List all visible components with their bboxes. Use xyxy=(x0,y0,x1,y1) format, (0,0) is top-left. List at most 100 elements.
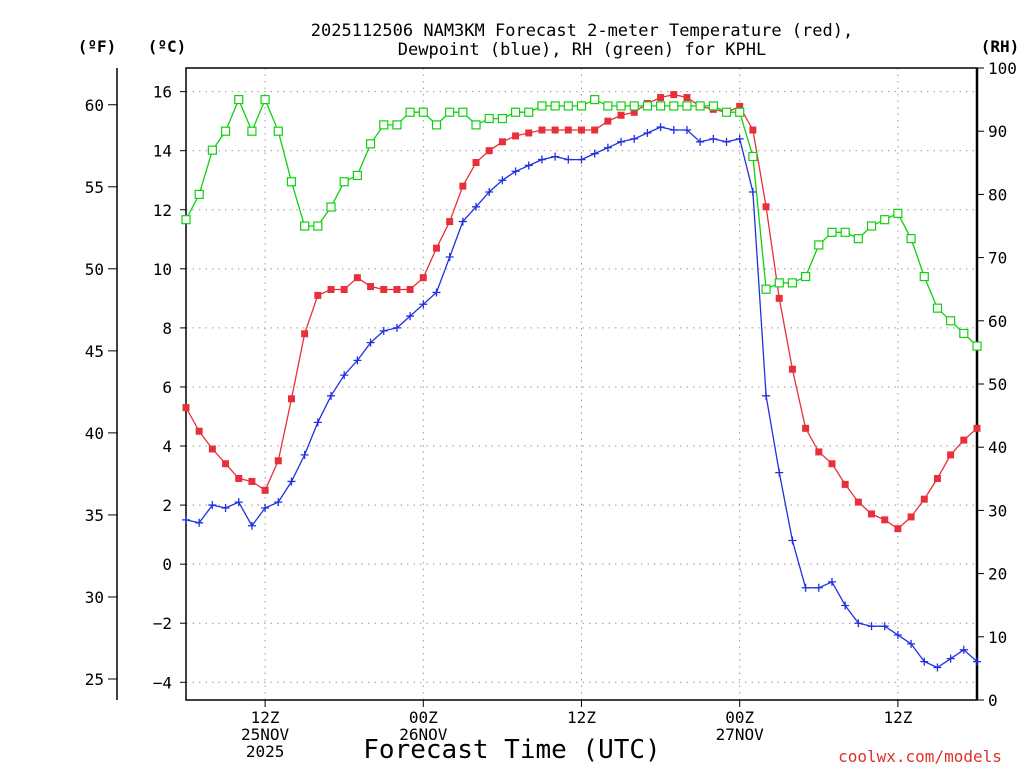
rh-point xyxy=(352,170,362,181)
2-meter-temperature-point xyxy=(406,285,414,293)
2-meter-temperature-point xyxy=(419,274,427,282)
rh-point xyxy=(932,303,943,313)
dewpoint-point xyxy=(696,137,705,146)
dewpoint-point xyxy=(485,188,494,197)
rh-tick-label: 50 xyxy=(988,375,1007,394)
dewpoint-point xyxy=(524,161,533,170)
dewpoint-point xyxy=(973,657,981,666)
2-meter-temperature-point xyxy=(775,294,783,302)
rh-tick-label: 60 xyxy=(988,312,1007,331)
celsius-tick-label: −4 xyxy=(153,673,172,692)
x-tick-label: 25NOV xyxy=(241,725,290,744)
2-meter-temperature-point xyxy=(432,244,440,252)
gridlines xyxy=(186,68,977,700)
dewpoint-point xyxy=(854,619,863,628)
rh-point xyxy=(260,94,270,105)
rh-point xyxy=(695,101,705,111)
x-axis-label: Forecast Time (UTC) xyxy=(363,735,660,765)
dewpoint-point xyxy=(551,152,560,161)
rh-point xyxy=(603,101,613,111)
2-meter-temperature-point xyxy=(564,126,572,134)
rh-point xyxy=(300,221,310,231)
2-meter-temperature-point xyxy=(947,451,955,459)
dewpoint-point xyxy=(313,418,322,427)
rh-point xyxy=(919,271,929,282)
rh-tick-label: 80 xyxy=(988,185,1007,204)
2-meter-temperature-point xyxy=(933,475,941,483)
2-meter-temperature-point xyxy=(551,126,559,134)
2-meter-temperature-point xyxy=(604,117,612,125)
dewpoint-point xyxy=(893,631,902,640)
rh-point xyxy=(524,107,534,117)
fahrenheit-unit-label: (ºF) xyxy=(78,37,117,56)
dewpoint-point xyxy=(630,134,639,143)
rh-point xyxy=(458,107,468,117)
2-meter-temperature-point xyxy=(261,486,269,494)
fahrenheit-tick-label: 35 xyxy=(85,506,104,525)
rh-point xyxy=(708,101,718,111)
dewpoint-point xyxy=(287,477,296,486)
rh-point xyxy=(220,126,231,136)
rh-point xyxy=(748,151,758,162)
series-layer xyxy=(181,91,982,672)
rh-point xyxy=(735,107,745,117)
dewpoint-point xyxy=(327,391,336,400)
dewpoint-point xyxy=(801,583,810,592)
x-tick-label: 12Z xyxy=(567,708,596,727)
x-tick-label: 12Z xyxy=(883,708,912,727)
2-meter-temperature-point xyxy=(907,513,915,521)
rh-point xyxy=(655,101,666,111)
x-tick-label: 26NOV xyxy=(399,725,448,744)
dewpoint-point xyxy=(366,338,375,347)
dewpoint-series xyxy=(182,123,981,672)
rh-point xyxy=(801,271,811,282)
rh-point xyxy=(431,120,442,130)
2-meter-temperature-point xyxy=(327,285,335,293)
rh-tick-label: 40 xyxy=(988,438,1007,457)
2-meter-temperature-point xyxy=(274,457,282,465)
2-meter-temperature-point xyxy=(472,159,480,167)
dewpoint-point xyxy=(709,134,718,143)
dewpoint-point xyxy=(261,504,270,513)
2-meter-temperature-point xyxy=(841,480,849,488)
2-meter-temperature-point xyxy=(920,495,928,503)
fahrenheit-tick-label: 60 xyxy=(85,96,104,115)
dewpoint-point xyxy=(419,300,428,309)
rh-point xyxy=(761,284,771,294)
rh-point xyxy=(537,101,547,111)
rh-point xyxy=(550,101,560,111)
celsius-tick-label: 12 xyxy=(153,201,172,220)
axes: 1614121086420−2−412Z25NOV202500Z26NOV12Z… xyxy=(85,59,1017,761)
dewpoint-point xyxy=(353,356,362,365)
rh-point xyxy=(616,101,626,111)
dewpoint-point xyxy=(788,536,797,545)
celsius-tick-label: 4 xyxy=(162,437,172,456)
2-meter-temperature-point xyxy=(788,365,796,373)
rh-point xyxy=(721,107,732,117)
dewpoint-point xyxy=(669,126,678,135)
2-meter-temperature-point xyxy=(459,182,467,190)
dewpoint-point xyxy=(221,504,230,513)
2-meter-temperature-point xyxy=(498,138,506,146)
2-meter-temperature-point xyxy=(353,274,361,282)
rh-unit-label: (RH) xyxy=(981,37,1020,56)
rh-point xyxy=(484,113,494,124)
dewpoint-point xyxy=(946,654,955,663)
celsius-tick-label: 2 xyxy=(162,496,172,515)
dewpoint-point xyxy=(603,143,612,152)
dewpoint-point xyxy=(445,253,454,262)
fahrenheit-tick-label: 50 xyxy=(85,260,104,279)
2-meter-temperature-point xyxy=(367,283,375,291)
rh-point xyxy=(827,227,837,237)
rh-point xyxy=(853,234,863,244)
fahrenheit-tick-label: 45 xyxy=(85,342,104,361)
x-tick-label: 2025 xyxy=(246,742,285,761)
2-meter-temperature-point xyxy=(301,330,309,338)
rh-point xyxy=(682,101,692,111)
2-meter-temperature-point xyxy=(868,510,876,518)
rh-point xyxy=(946,316,956,326)
2-meter-temperature-point xyxy=(235,475,243,483)
dewpoint-point xyxy=(498,176,507,185)
2-meter-temperature-point xyxy=(683,94,691,102)
